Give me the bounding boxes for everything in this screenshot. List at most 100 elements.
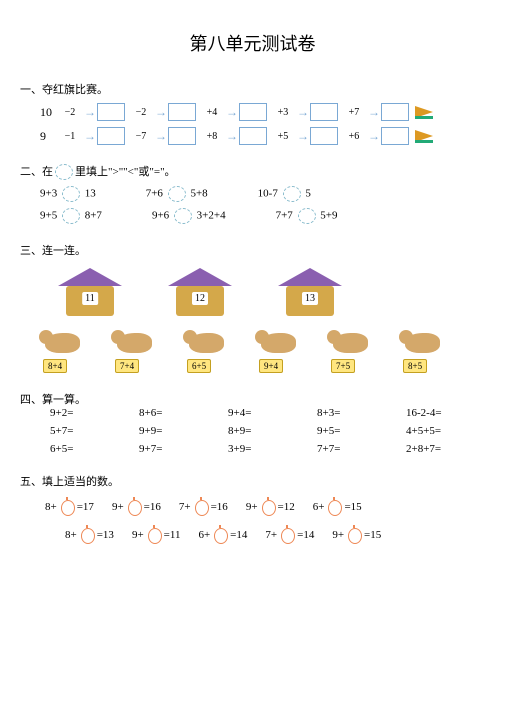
dog-icon[interactable]: 9+4 [251, 328, 311, 373]
lantern-icon[interactable] [146, 525, 162, 545]
flag-icon [415, 130, 433, 142]
compare-row: 9+3 137+6 5+810-7 5 [40, 186, 485, 202]
lantern-icon[interactable] [126, 497, 142, 517]
chain-op: +8 [199, 131, 225, 142]
lantern-item: 7+=14 [265, 525, 314, 545]
chain-start: 9 [40, 129, 54, 144]
house-icon: 12 [170, 268, 230, 318]
chain-op: −1 [57, 131, 83, 142]
answer-box[interactable] [168, 127, 196, 145]
calc-item: 2+8+7= [406, 443, 485, 455]
calc-item: 8+9= [228, 425, 307, 437]
section-3: 三、连一连。 11 12 13 8+4 7+4 6+5 9+4 7+5 8+5 [20, 242, 485, 373]
calc-item: 9+2= [50, 407, 129, 419]
compare-item: 9+5 8+7 [40, 208, 102, 224]
calc-item: 9+5= [317, 425, 396, 437]
lantern-item: 9+=15 [332, 525, 381, 545]
compare-item: 7+7 5+9 [276, 208, 338, 224]
dog-icon[interactable]: 8+5 [395, 328, 455, 373]
section-3-heading: 三、连一连。 [20, 242, 485, 258]
answer-box[interactable] [310, 103, 338, 121]
arrow-icon: → [226, 105, 238, 120]
calc-item: 8+3= [317, 407, 396, 419]
chain-op: +3 [270, 107, 296, 118]
calc-item: 5+7= [50, 425, 129, 437]
section-2-heading: 二、在里填上">""<"或"="。 [20, 163, 485, 180]
lantern-icon[interactable] [212, 525, 228, 545]
arrow-icon: → [297, 105, 309, 120]
arrow-icon: → [84, 105, 96, 120]
lantern-row: 8+=17 9+=16 7+=16 9+=12 6+=15 [45, 497, 485, 517]
cloud-icon [55, 164, 73, 180]
calc-item: 7+7= [317, 443, 396, 455]
answer-box[interactable] [168, 103, 196, 121]
lantern-item: 7+=16 [179, 497, 228, 517]
lantern-icon[interactable] [79, 525, 95, 545]
answer-box[interactable] [381, 103, 409, 121]
lantern-item: 9+=12 [246, 497, 295, 517]
section-2: 二、在里填上">""<"或"="。 9+3 137+6 5+810-7 59+5… [20, 163, 485, 224]
house-icon: 13 [280, 268, 340, 318]
calc-item: 4+5+5= [406, 425, 485, 437]
arrow-icon: → [226, 129, 238, 144]
section-1-heading: 一、夺红旗比赛。 [20, 81, 485, 97]
lantern-icon[interactable] [279, 525, 295, 545]
cloud-icon[interactable] [283, 186, 301, 202]
page-title: 第八单元测试卷 [20, 30, 485, 56]
lantern-item: 6+=14 [198, 525, 247, 545]
bone-label: 7+4 [115, 359, 139, 373]
answer-box[interactable] [97, 103, 125, 121]
compare-item: 10-7 5 [258, 186, 311, 202]
dog-icon[interactable]: 7+5 [323, 328, 383, 373]
house-number: 12 [192, 292, 208, 305]
chain-row: 10−2→−2→+4→+3→+7→ [40, 103, 485, 121]
calc-item: 9+4= [228, 407, 307, 419]
bone-label: 6+5 [187, 359, 211, 373]
arrow-icon: → [155, 129, 167, 144]
house-number: 11 [82, 292, 98, 305]
chain-row: 9−1→−7→+8→+5→+6→ [40, 127, 485, 145]
chain-start: 10 [40, 105, 54, 120]
lantern-item: 8+=17 [45, 497, 94, 517]
cloud-icon[interactable] [174, 208, 192, 224]
cloud-icon[interactable] [298, 208, 316, 224]
chain-op: +4 [199, 107, 225, 118]
cloud-icon[interactable] [168, 186, 186, 202]
house-number: 13 [302, 292, 318, 305]
arrow-icon: → [84, 129, 96, 144]
bone-label: 7+5 [331, 359, 355, 373]
flag-icon [415, 106, 433, 118]
arrow-icon: → [368, 129, 380, 144]
section-4: 四、算一算。 9+2=8+6=9+4=8+3=16-2-4=5+7=9+9=8+… [20, 391, 485, 455]
calc-item: 3+9= [228, 443, 307, 455]
cloud-icon[interactable] [62, 186, 80, 202]
answer-box[interactable] [310, 127, 338, 145]
chain-op: +7 [341, 107, 367, 118]
dog-icon[interactable]: 7+4 [107, 328, 167, 373]
calc-item: 6+5= [50, 443, 129, 455]
answer-box[interactable] [97, 127, 125, 145]
dog-icon[interactable]: 8+4 [35, 328, 95, 373]
section-5-heading: 五、填上适当的数。 [20, 473, 485, 489]
lantern-row: 8+=139+=116+=147+=149+=15 [65, 525, 485, 545]
calc-item: 16-2-4= [406, 407, 485, 419]
answer-box[interactable] [239, 103, 267, 121]
dog-icon[interactable]: 6+5 [179, 328, 239, 373]
lantern-icon[interactable] [260, 497, 276, 517]
lantern-item: 8+=13 [65, 525, 114, 545]
section-4-heading: 四、算一算。 [20, 391, 485, 407]
lantern-icon[interactable] [326, 497, 342, 517]
section-1: 一、夺红旗比赛。 10−2→−2→+4→+3→+7→9−1→−7→+8→+5→+… [20, 81, 485, 145]
lantern-item: 6+=15 [313, 497, 362, 517]
cloud-icon[interactable] [62, 208, 80, 224]
answer-box[interactable] [239, 127, 267, 145]
lantern-icon[interactable] [59, 497, 75, 517]
compare-item: 7+6 5+8 [146, 186, 208, 202]
answer-box[interactable] [381, 127, 409, 145]
arrow-icon: → [155, 105, 167, 120]
lantern-icon[interactable] [346, 525, 362, 545]
lantern-icon[interactable] [193, 497, 209, 517]
house-icon: 11 [60, 268, 120, 318]
lantern-item: 9+=16 [112, 497, 161, 517]
compare-item: 9+6 3+2+4 [152, 208, 226, 224]
